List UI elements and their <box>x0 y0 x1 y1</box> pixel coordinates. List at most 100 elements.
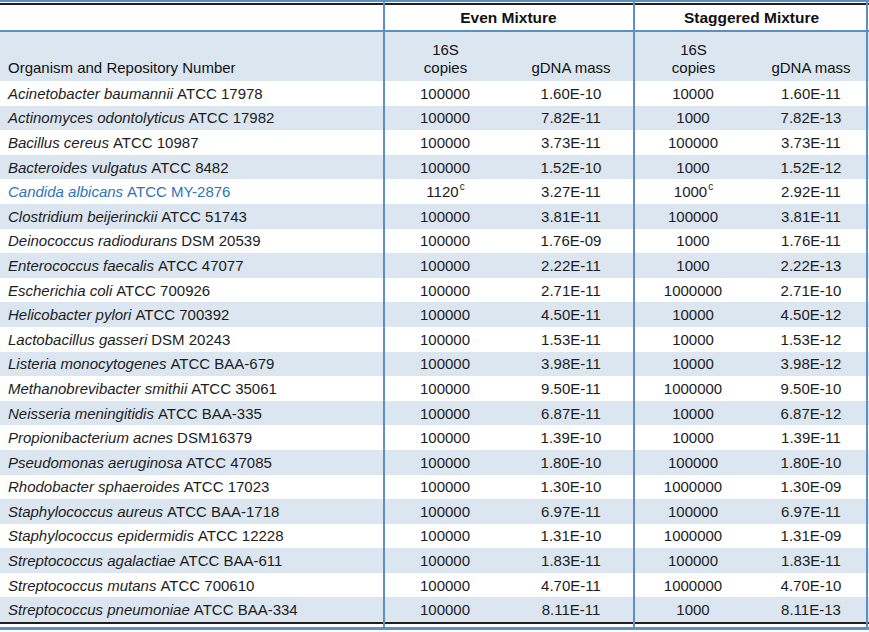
staggered-gdna-mass-value: 1.80E-10 <box>753 450 869 475</box>
table-row: Streptococcus agalactiae ATCC BAA-611 10… <box>0 548 869 573</box>
repository-number: ATCC 51743 <box>161 208 247 225</box>
organism-name: Helicobacter pylori <box>8 306 131 323</box>
organism-cell: Streptococcus agalactiae ATCC BAA-611 <box>0 548 383 573</box>
staggered-gdna-mass-value: 6.97E-11 <box>753 499 869 524</box>
even-gdna-mass-value: 3.98E-11 <box>508 352 634 377</box>
staggered-gdna-mass-value: 1.52E-12 <box>753 155 869 180</box>
staggered-16s-copies-value: 1000 <box>634 253 753 278</box>
even-16s-copies-value: 100000 <box>383 204 508 229</box>
table-row: Lactobacillus gasseri DSM 20243 100000 1… <box>0 327 869 352</box>
staggered-16s-copies-value: 1000c <box>634 179 753 204</box>
staggered-gdna-mass-value: 1.39E-11 <box>753 425 869 450</box>
even-gdna-mass-value: 2.71E-11 <box>508 278 634 303</box>
organism-cell: Listeria monocytogenes ATCC BAA-679 <box>0 352 383 377</box>
table-row: Actinomyces odontolyticus ATCC 17982 100… <box>0 106 869 131</box>
repository-number: ATCC BAA-334 <box>194 601 298 618</box>
repository-number: ATCC 17982 <box>189 109 275 126</box>
organism-cell: Lactobacillus gasseri DSM 20243 <box>0 327 383 352</box>
table-row: Methanobrevibacter smithii ATCC 35061 10… <box>0 376 869 401</box>
table-body: Acinetobacter baumannii ATCC 17978 10000… <box>0 81 869 622</box>
even-gdna-mass-value: 6.97E-11 <box>508 499 634 524</box>
organism-name: Propionibacterium acnes <box>8 429 173 446</box>
even-16s-copies-value: 100000 <box>383 352 508 377</box>
even-16s-copies-value: 100000 <box>383 573 508 598</box>
even-16s-copies-value: 100000 <box>383 130 508 155</box>
table-row: Escherichia coli ATCC 700926 100000 2.71… <box>0 278 869 303</box>
table-row: Streptococcus mutans ATCC 700610 100000 … <box>0 573 869 598</box>
organism-name: Staphylococcus aureus <box>8 503 163 520</box>
repository-number: ATCC 700610 <box>160 577 254 594</box>
organism-name: Clostridium beijerinckii <box>8 208 157 225</box>
even-16s-copies-value: 1120c <box>383 179 508 204</box>
table-row: Pseudomonas aeruginosa ATCC 47085 100000… <box>0 450 869 475</box>
repository-number: ATCC 700392 <box>135 306 229 323</box>
repository-number: ATCC 47077 <box>158 257 244 274</box>
even-16s-copies-value: 100000 <box>383 475 508 500</box>
staggered-gdna-mass-header: gDNA mass <box>753 32 869 81</box>
repository-number: ATCC 17978 <box>177 85 263 102</box>
organism-column-header: Organism and Repository Number <box>0 32 383 81</box>
table-row: Rhodobacter sphaeroides ATCC 17023 10000… <box>0 475 869 500</box>
table-row: Bacteroides vulgatus ATCC 8482 100000 1.… <box>0 155 869 180</box>
staggered-16s-copies-value: 100000 <box>634 499 753 524</box>
staggered-mixture-header: Staggered Mixture <box>634 5 869 30</box>
organism-name: Enterococcus faecalis <box>8 257 154 274</box>
even-16s-copies-value: 100000 <box>383 401 508 426</box>
staggered-gdna-mass-value: 3.81E-11 <box>753 204 869 229</box>
organism-cell: Enterococcus faecalis ATCC 47077 <box>0 253 383 278</box>
table-row: Propionibacterium acnes DSM16379 100000 … <box>0 425 869 450</box>
staggered-gdna-mass-value: 3.98E-12 <box>753 352 869 377</box>
staggered-16s-copies-value: 100000 <box>634 130 753 155</box>
staggered-16s-copies-value: 1000000 <box>634 524 753 549</box>
even-group-left-rule <box>383 0 385 630</box>
staggered-gdna-mass-value: 1.60E-11 <box>753 81 869 106</box>
organism-name: Staphylococcus epidermidis <box>8 527 194 544</box>
staggered-gdna-mass-value: 2.71E-10 <box>753 278 869 303</box>
organism-name: Acinetobacter baumannii <box>8 85 173 102</box>
even-16s-copies-value: 100000 <box>383 302 508 327</box>
even-mixture-header: Even Mixture <box>383 5 634 30</box>
organism-cell: Bacteroides vulgatus ATCC 8482 <box>0 155 383 180</box>
staggered-gdna-mass-value: 3.73E-11 <box>753 130 869 155</box>
bottom-blue-rule <box>0 627 869 630</box>
even-16s-copies-value: 100000 <box>383 106 508 131</box>
staggered-16s-copies-value: 1000 <box>634 597 753 622</box>
organism-cell: Streptococcus mutans ATCC 700610 <box>0 573 383 598</box>
staggered-16s-copies-value: 1000000 <box>634 573 753 598</box>
organism-name: Rhodobacter sphaeroides <box>8 478 180 495</box>
even-gdna-mass-value: 4.70E-11 <box>508 573 634 598</box>
table-row: Staphylococcus epidermidis ATCC 12228 10… <box>0 524 869 549</box>
staggered-16s-copies-value: 1000 <box>634 229 753 254</box>
staggered-gdna-mass-value: 9.50E-10 <box>753 376 869 401</box>
organism-cell: Rhodobacter sphaeroides ATCC 17023 <box>0 475 383 500</box>
even-16s-copies-value: 100000 <box>383 278 508 303</box>
table-right-rule <box>866 0 868 630</box>
staggered-gdna-mass-value: 8.11E-13 <box>753 597 869 622</box>
organism-cell: Propionibacterium acnes DSM16379 <box>0 425 383 450</box>
organism-cell: Acinetobacter baumannii ATCC 17978 <box>0 81 383 106</box>
repository-number: ATCC 35061 <box>191 380 277 397</box>
staggered-16s-copies-value: 1000000 <box>634 376 753 401</box>
even-gdna-mass-value: 1.83E-11 <box>508 548 634 573</box>
organism-name: Neisseria meningitidis <box>8 405 154 422</box>
repository-number: DSM 20539 <box>181 232 260 249</box>
staggered-16s-copies-value: 100000 <box>634 204 753 229</box>
organism-cell: Staphylococcus aureus ATCC BAA-1718 <box>0 499 383 524</box>
even-gdna-mass-value: 9.50E-11 <box>508 376 634 401</box>
organism-cell: Bacillus cereus ATCC 10987 <box>0 130 383 155</box>
organism-cell: Actinomyces odontolyticus ATCC 17982 <box>0 106 383 131</box>
even-16s-copies-value: 100000 <box>383 524 508 549</box>
repository-number: ATCC BAA-611 <box>180 552 283 569</box>
staggered-gdna-mass-value: 6.87E-12 <box>753 401 869 426</box>
staggered-16s-copies-value: 1000 <box>634 106 753 131</box>
table-row: Clostridium beijerinckii ATCC 51743 1000… <box>0 204 869 229</box>
even-gdna-mass-value: 1.39E-10 <box>508 425 634 450</box>
staggered-16s-copies-value: 10000 <box>634 352 753 377</box>
organism-cell: Neisseria meningitidis ATCC BAA-335 <box>0 401 383 426</box>
staggered-16s-copies-value: 100000 <box>634 450 753 475</box>
staggered-16s-copies-value: 10000 <box>634 425 753 450</box>
organism-cell: Clostridium beijerinckii ATCC 51743 <box>0 204 383 229</box>
staggered-gdna-mass-value: 2.92E-11 <box>753 179 869 204</box>
organism-name: Methanobrevibacter smithii <box>8 380 187 397</box>
staggered-gdna-mass-value: 2.22E-13 <box>753 253 869 278</box>
